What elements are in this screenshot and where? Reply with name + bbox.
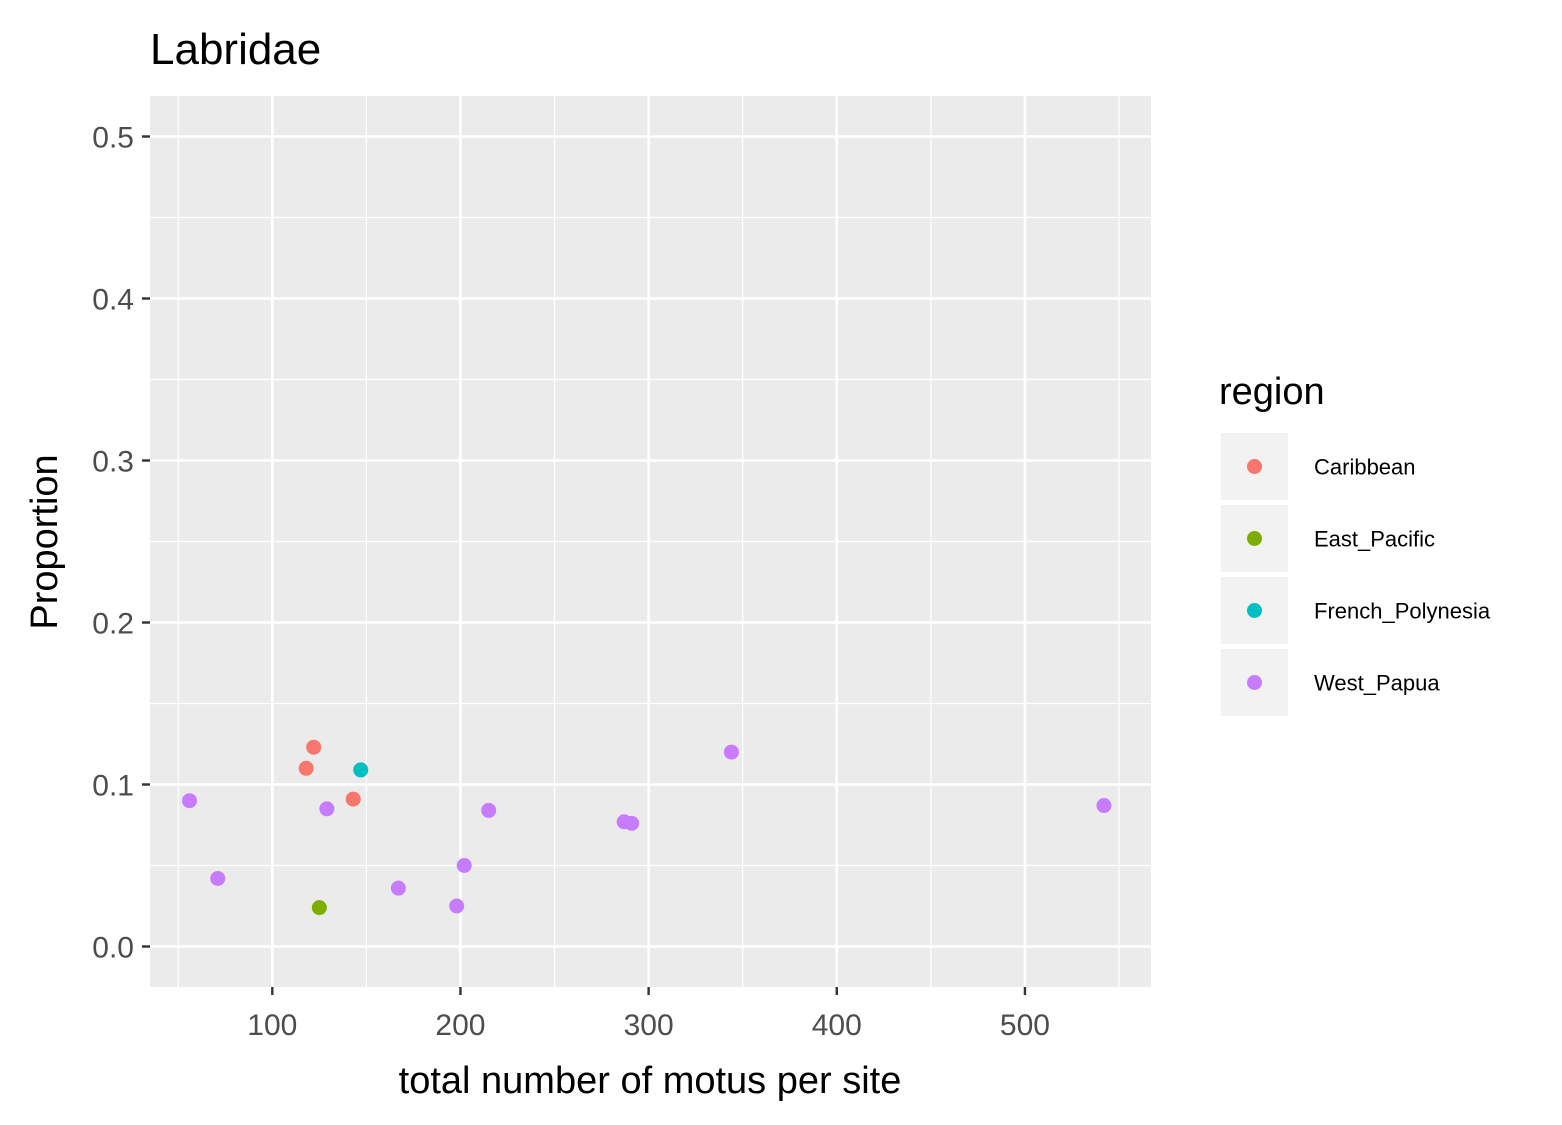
y-axis-title: Proportion <box>24 454 66 629</box>
legend-label-caribbean: Caribbean <box>1314 455 1416 480</box>
point-french-polynesia <box>353 762 369 778</box>
x-tick-label: 300 <box>624 1009 674 1042</box>
x-tick-label: 200 <box>435 1009 485 1042</box>
y-tick-label: 0.3 <box>92 446 134 479</box>
point-east-pacific <box>311 900 327 916</box>
y-tick-label: 0.1 <box>92 770 134 803</box>
point-west-papua <box>182 793 198 809</box>
legend-label-west-papua: West_Papua <box>1314 671 1440 696</box>
y-tick-label: 0.5 <box>92 122 134 155</box>
point-caribbean <box>306 739 322 755</box>
grid-major <box>150 96 1151 987</box>
point-west-papua <box>449 898 465 914</box>
legend-keys: Caribbean East_Pacific French_Polynesia Wes… <box>1221 433 1491 716</box>
point-west-papua <box>390 880 406 896</box>
point-caribbean <box>298 760 314 776</box>
point-west-papua <box>319 801 335 817</box>
legend-item-french-polynesia: French_Polynesia <box>1221 577 1491 644</box>
legend-item-west-papua: West_Papua <box>1221 649 1440 716</box>
point-caribbean <box>345 791 361 807</box>
legend-key-caribbean <box>1247 459 1262 474</box>
y-tick-label: 0.2 <box>92 608 134 641</box>
x-axis: 100 200 300 400 500 <box>247 987 1050 1042</box>
x-tick-label: 100 <box>247 1009 297 1042</box>
point-west-papua <box>624 815 640 831</box>
legend-key-west-papua <box>1247 675 1262 690</box>
point-west-papua <box>456 858 472 873</box>
legend-label-east-pacific: East_Pacific <box>1314 527 1435 552</box>
y-axis: 0.0 0.1 0.2 0.3 0.4 0.5 <box>92 122 150 965</box>
legend: region Caribbean East_Pacific French_Polyn… <box>1219 371 1491 716</box>
data-points <box>182 739 1112 916</box>
legend-title: region <box>1219 371 1325 413</box>
grid-minor <box>150 96 1151 987</box>
legend-key-french-polynesia <box>1247 603 1262 618</box>
point-west-papua <box>210 870 226 886</box>
legend-item-caribbean: Caribbean <box>1221 433 1416 500</box>
x-tick-label: 500 <box>1000 1009 1050 1042</box>
legend-key-east-pacific <box>1247 531 1262 546</box>
y-tick-label: 0.0 <box>92 932 134 965</box>
chart-title: Labridae <box>150 25 321 74</box>
x-tick-label: 400 <box>812 1009 862 1042</box>
point-west-papua <box>481 802 497 818</box>
y-tick-label: 0.4 <box>92 284 134 317</box>
legend-label-french-polynesia: French_Polynesia <box>1314 599 1491 624</box>
legend-item-east-pacific: East_Pacific <box>1221 505 1435 572</box>
point-west-papua <box>1096 798 1112 814</box>
point-west-papua <box>723 744 739 760</box>
x-axis-title: total number of motus per site <box>399 1060 902 1102</box>
